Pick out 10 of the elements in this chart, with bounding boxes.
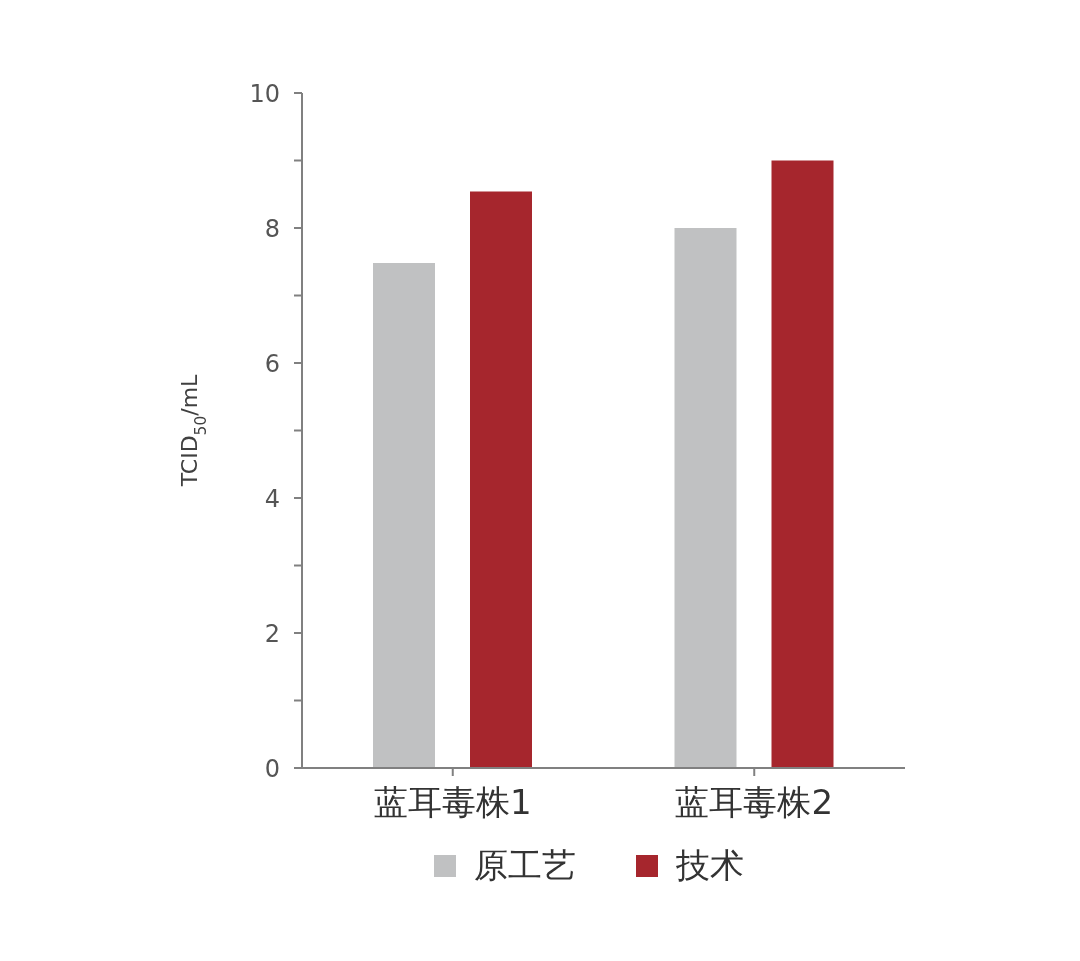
y-tick-label: 4 [264,484,280,513]
y-tick-label: 2 [264,619,280,648]
legend-label: 技术 [675,844,744,887]
y-tick-label: 10 [249,79,280,108]
y-tick-label: 6 [264,349,280,378]
legend-label: 原工艺 [473,844,576,887]
y-tick-label: 0 [264,754,280,783]
x-tick-label: 蓝耳毒株1 [373,782,532,823]
y-tick-label: 8 [264,214,280,243]
x-tick-label: 蓝耳毒株2 [675,782,834,823]
